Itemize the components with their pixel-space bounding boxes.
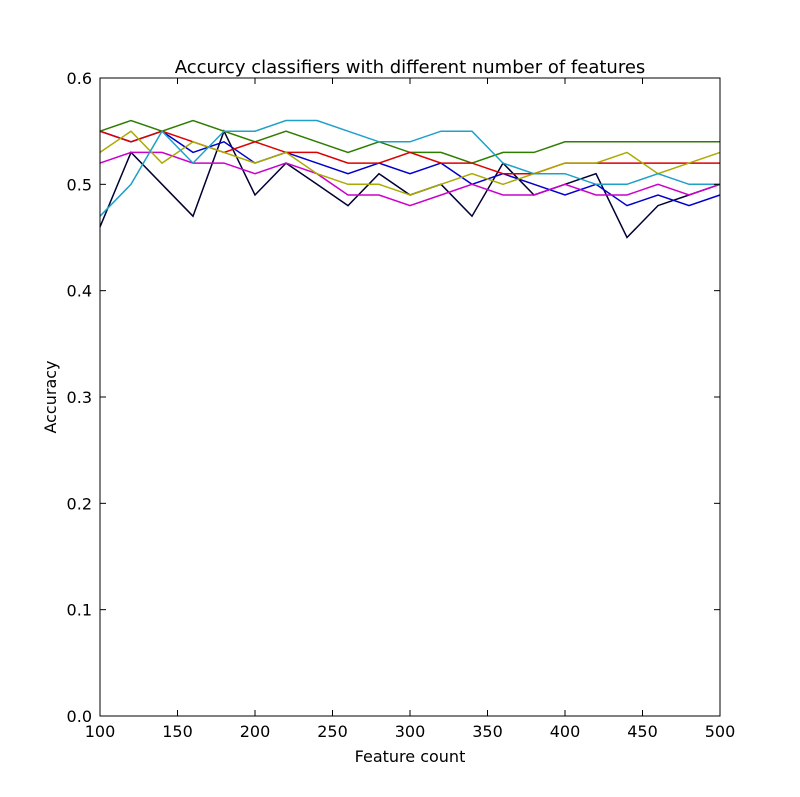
x-axis-label: Feature count: [355, 747, 466, 766]
y-tick-label: 0.1: [67, 601, 92, 620]
x-tick-label: 400: [550, 722, 581, 741]
series-line-7: [99, 119, 720, 217]
y-tick-label: 0.0: [67, 707, 92, 726]
x-tick-label: 500: [705, 722, 736, 741]
series-lines: [99, 119, 721, 239]
x-tick-label: 350: [472, 722, 503, 741]
x-tick-label: 150: [162, 722, 193, 741]
y-tick-label: 0.2: [67, 494, 92, 513]
y-tick-label: 0.6: [67, 69, 92, 88]
chart-title: Accurcy classifiers with different numbe…: [175, 57, 646, 78]
y-tick-label: 0.4: [67, 282, 92, 301]
x-tick-label: 450: [627, 722, 658, 741]
y-axis: 0.0 0.1 0.2 0.3 0.4 0.5 0.6: [67, 69, 720, 726]
x-axis: 100 150 200 250 300 350 400 450 500: [85, 78, 736, 741]
x-tick-label: 300: [395, 722, 426, 741]
y-tick-label: 0.5: [67, 175, 92, 194]
y-tick-label: 0.3: [67, 388, 92, 407]
series-line-5: [99, 151, 721, 207]
series-line-6: [99, 130, 721, 196]
x-tick-label: 250: [317, 722, 348, 741]
x-tick-label: 100: [85, 722, 116, 741]
y-axis-label: Accuracy: [41, 360, 60, 433]
x-tick-label: 200: [240, 722, 271, 741]
series-line-2: [99, 130, 721, 207]
